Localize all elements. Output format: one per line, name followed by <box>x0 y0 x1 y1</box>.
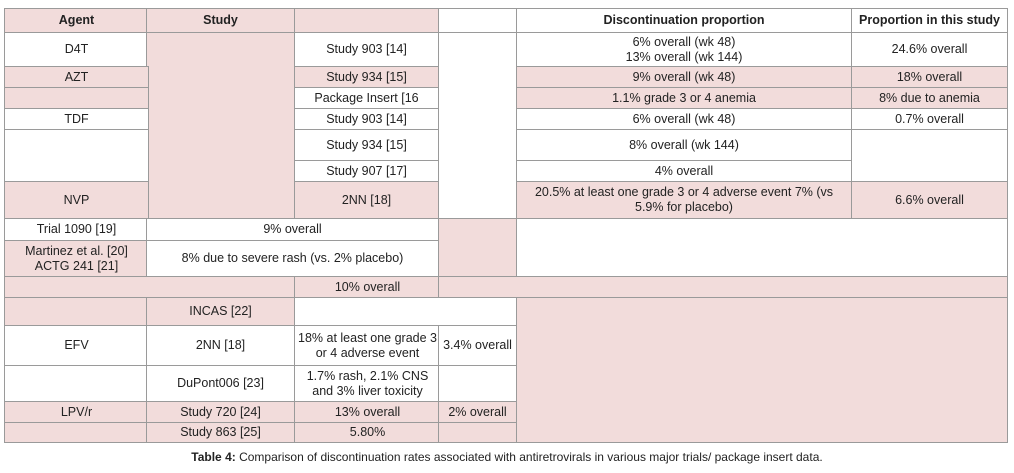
header-discontinuation: Discontinuation proportion <box>516 8 852 33</box>
caption-text: Comparison of discontinuation rates asso… <box>235 450 823 464</box>
disc-tdf2: 8% overall (wk 144) <box>516 129 852 161</box>
blank-mid-2 <box>438 218 517 277</box>
study-d4t: Study 903 [14] <box>294 32 439 67</box>
disc-blank-incas <box>294 297 517 326</box>
disc-tdf: 6% overall (wk 48) <box>516 108 852 130</box>
study-trial1090: Trial 1090 [19] <box>4 218 149 241</box>
this-blank-863 <box>438 422 517 443</box>
study-nvp: 2NN [18] <box>294 181 439 219</box>
agent-nvp: NVP <box>4 181 149 219</box>
study-tdf2: Study 934 [15] <box>294 129 439 161</box>
this-azt: 18% overall <box>851 66 1008 88</box>
study-incas: INCAS [22] <box>146 297 295 326</box>
header-gap <box>438 8 517 33</box>
disc-pkg: 1.1% grade 3 or 4 anemia <box>516 87 852 109</box>
study-863: Study 863 [25] <box>146 422 295 443</box>
disc-azt: 9% overall (wk 48) <box>516 66 852 88</box>
blank-right-block <box>516 297 1008 443</box>
study-lpv: Study 720 [24] <box>146 401 295 423</box>
disc-ten: 10% overall <box>294 276 441 298</box>
this-pkg: 8% due to anemia <box>851 87 1008 109</box>
study-martinez: Martinez et al. [20] ACTG 241 [21] <box>4 240 149 277</box>
disc-tdf3: 4% overall <box>516 160 852 182</box>
this-d4t: 24.6% overall <box>851 32 1008 67</box>
caption-label: Table 4: <box>191 450 236 464</box>
blank-block-left <box>146 32 295 223</box>
disc-nvp: 20.5% at least one grade 3 or 4 adverse … <box>516 181 852 219</box>
study-dupont: DuPont006 [23] <box>146 365 295 402</box>
disc-efv: 18% at least one grade 3 or 4 adverse ev… <box>294 325 441 366</box>
agent-blank-dupont <box>4 365 149 402</box>
band-left <box>4 276 295 298</box>
agent-efv: EFV <box>4 325 149 366</box>
header-study: Study <box>146 8 295 33</box>
study-pkg: Package Insert [16 <box>294 87 439 109</box>
table-caption: Table 4: Comparison of discontinuation r… <box>0 450 1014 464</box>
agent-blank-incas <box>4 297 149 326</box>
this-blank-tdf <box>851 129 1008 182</box>
agent-azt: AZT <box>4 66 149 88</box>
agent-blank-pkg <box>4 87 149 109</box>
this-tdf: 0.7% overall <box>851 108 1008 130</box>
this-efv: 3.4% overall <box>438 325 517 366</box>
disc-trial1090: 9% overall <box>146 218 439 241</box>
header-agent: Agent <box>4 8 149 33</box>
blank-block-mid <box>438 32 517 219</box>
agent-tdf: TDF <box>4 108 149 130</box>
disc-lpv: 13% overall <box>294 401 441 423</box>
study-tdf: Study 903 [14] <box>294 108 439 130</box>
agent-d4t: D4T <box>4 32 149 67</box>
study-azt: Study 934 [15] <box>294 66 439 88</box>
disc-dupont: 1.7% rash, 2.1% CNS and 3% liver toxicit… <box>294 365 441 402</box>
disc-martinez: 8% due to severe rash (vs. 2% placebo) <box>146 240 439 277</box>
disc-863: 5.80% <box>294 422 441 443</box>
agent-lpv: LPV/r <box>4 401 149 423</box>
blank-right-2 <box>516 218 1008 277</box>
this-nvp: 6.6% overall <box>851 181 1008 219</box>
header-study-blank <box>294 8 441 33</box>
band-right <box>438 276 1008 298</box>
this-lpv: 2% overall <box>438 401 517 423</box>
disc-d4t: 6% overall (wk 48) 13% overall (wk 144) <box>516 32 852 67</box>
agent-blank-tdf <box>4 129 149 182</box>
agent-blank-863 <box>4 422 149 443</box>
this-blank-dupont <box>438 365 517 402</box>
study-tdf3: Study 907 [17] <box>294 160 439 182</box>
header-this-study: Proportion in this study <box>851 8 1008 33</box>
study-efv: 2NN [18] <box>146 325 295 366</box>
